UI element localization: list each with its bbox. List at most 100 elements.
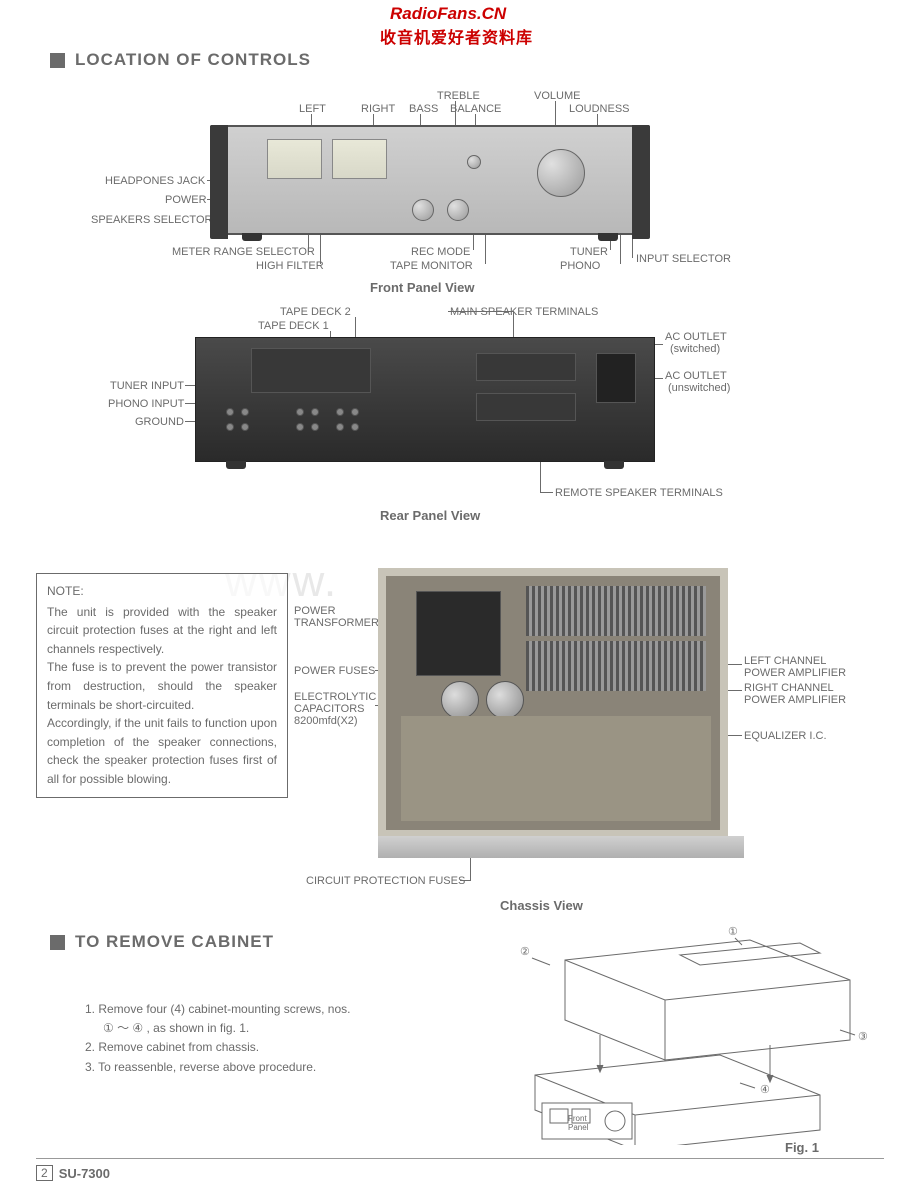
bullet-square-icon xyxy=(50,53,65,68)
rca-jack xyxy=(296,408,304,416)
speaker-terminal xyxy=(476,353,576,381)
rca-jack xyxy=(226,408,234,416)
label-tape-monitor: TAPE MONITOR xyxy=(390,260,473,272)
label-meter-range: METER RANGE SELECTOR xyxy=(172,246,315,258)
label-right-ch: RIGHT CHANNEL xyxy=(744,682,834,694)
label-power: POWER xyxy=(165,194,207,206)
watermark-site: RadioFans.CN xyxy=(390,4,506,24)
section-title: LOCATION OF CONTROLS xyxy=(75,50,311,70)
label-transformer: POWER xyxy=(294,605,336,617)
step-1a: 1. Remove four (4) cabinet-mounting scre… xyxy=(85,1000,435,1019)
label-ac-unswitched2: (unswitched) xyxy=(668,382,730,394)
figure-caption: Fig. 1 xyxy=(785,1140,819,1155)
label-tape2: TAPE DECK 2 xyxy=(280,306,351,318)
treble-knob xyxy=(447,199,469,221)
foot xyxy=(598,233,618,241)
bullet-square-icon xyxy=(50,935,65,950)
foot xyxy=(242,233,262,241)
label-caps2: CAPACITORS xyxy=(294,703,365,715)
volume-knob xyxy=(537,149,585,197)
heatsink xyxy=(526,586,706,636)
section-remove-cabinet: TO REMOVE CABINET xyxy=(50,932,274,952)
label-circuit-fuses: CIRCUIT PROTECTION FUSES xyxy=(306,875,465,887)
endcap xyxy=(210,125,228,239)
bass-knob xyxy=(412,199,434,221)
label-transformer2: TRANSFORMER xyxy=(294,617,379,629)
label-left-ch2: POWER AMPLIFIER xyxy=(744,667,846,679)
spec-plate xyxy=(251,348,371,393)
rca-jack xyxy=(241,408,249,416)
step-3: 3. To reassenble, reverse above procedur… xyxy=(85,1058,435,1077)
remove-cabinet-steps: 1. Remove four (4) cabinet-mounting scre… xyxy=(85,1000,435,1077)
front-panel-caption: Front Panel View xyxy=(370,280,475,295)
label-treble: TREBLE xyxy=(437,90,480,102)
endcap xyxy=(632,125,650,239)
cabinet-svg: ① ② ③ ④ Front Panel xyxy=(480,925,880,1145)
step-1b: ① ～ ④ , as shown in fig. 1. xyxy=(85,1019,435,1038)
rca-jack xyxy=(226,423,234,431)
label-phono: PHONO xyxy=(560,260,600,272)
label-eq: EQUALIZER I.C. xyxy=(744,730,827,742)
rca-jack xyxy=(311,408,319,416)
note-title: NOTE: xyxy=(47,582,277,601)
label-ac-switched2: (switched) xyxy=(670,343,720,355)
label-speakers-selector: SPEAKERS SELECTOR xyxy=(91,214,212,226)
foot xyxy=(226,461,246,469)
vu-meter xyxy=(332,139,387,179)
rear-panel-caption: Rear Panel View xyxy=(380,508,480,523)
front-panel-label: Front xyxy=(568,1114,587,1123)
capacitor xyxy=(486,681,524,719)
callout-4: ④ xyxy=(760,1084,770,1096)
front-panel-label2: Panel xyxy=(568,1123,589,1132)
transformer xyxy=(416,591,501,676)
rca-jack xyxy=(336,408,344,416)
rca-jack xyxy=(241,423,249,431)
section-location-controls: LOCATION OF CONTROLS xyxy=(50,50,311,70)
front-panel-diagram xyxy=(210,125,650,235)
label-right: RIGHT xyxy=(361,103,395,115)
ac-outlet xyxy=(596,353,636,403)
watermark-chinese: 收音机爱好者资料库 xyxy=(380,24,533,48)
leader-line xyxy=(540,462,541,492)
vu-meter xyxy=(267,139,322,179)
label-loudness: LOUDNESS xyxy=(569,103,630,115)
label-main-speaker: MAIN SPEAKER TERMINALS xyxy=(450,306,598,318)
rear-panel-diagram xyxy=(195,337,655,462)
callout-3: ③ xyxy=(858,1031,868,1043)
label-left-ch: LEFT CHANNEL xyxy=(744,655,826,667)
label-remote-speaker: REMOTE SPEAKER TERMINALS xyxy=(555,487,723,499)
foot xyxy=(604,461,624,469)
label-tuner: TUNER xyxy=(570,246,608,258)
label-ac-unswitched: AC OUTLET xyxy=(665,370,727,382)
label-right-ch2: POWER AMPLIFIER xyxy=(744,694,846,706)
leader-line xyxy=(460,880,471,881)
rca-jack xyxy=(336,423,344,431)
callout-2: ② xyxy=(520,946,530,958)
note-body: The unit is provided with the speaker ci… xyxy=(47,603,277,789)
label-caps3: 8200mfd(X2) xyxy=(294,715,358,727)
page-footer: 2 SU-7300 xyxy=(36,1165,110,1181)
label-tuner-input: TUNER INPUT xyxy=(110,380,184,392)
label-bass: BASS xyxy=(409,103,438,115)
leader-line xyxy=(470,855,471,880)
label-ac-switched: AC OUTLET xyxy=(665,331,727,343)
label-ground: GROUND xyxy=(135,416,184,428)
rca-jack xyxy=(296,423,304,431)
label-left: LEFT xyxy=(299,103,326,115)
leader-line xyxy=(540,492,553,493)
rca-jack xyxy=(351,423,359,431)
rca-jack xyxy=(311,423,319,431)
label-rec-mode: REC MODE xyxy=(411,246,470,258)
balance-knob xyxy=(467,155,481,169)
label-power-fuses: POWER FUSES xyxy=(294,665,375,677)
page-number: 2 xyxy=(36,1165,53,1181)
chassis-caption: Chassis View xyxy=(500,898,583,913)
note-box: NOTE: The unit is provided with the spea… xyxy=(36,573,288,798)
label-input-selector: INPUT SELECTOR xyxy=(636,253,731,265)
label-volume: VOLUME xyxy=(534,90,580,102)
speaker-terminal xyxy=(476,393,576,421)
pcb xyxy=(401,716,711,821)
model-number: SU-7300 xyxy=(59,1166,110,1181)
leader-line xyxy=(308,250,309,251)
label-caps: ELECTROLYTIC xyxy=(294,691,376,703)
